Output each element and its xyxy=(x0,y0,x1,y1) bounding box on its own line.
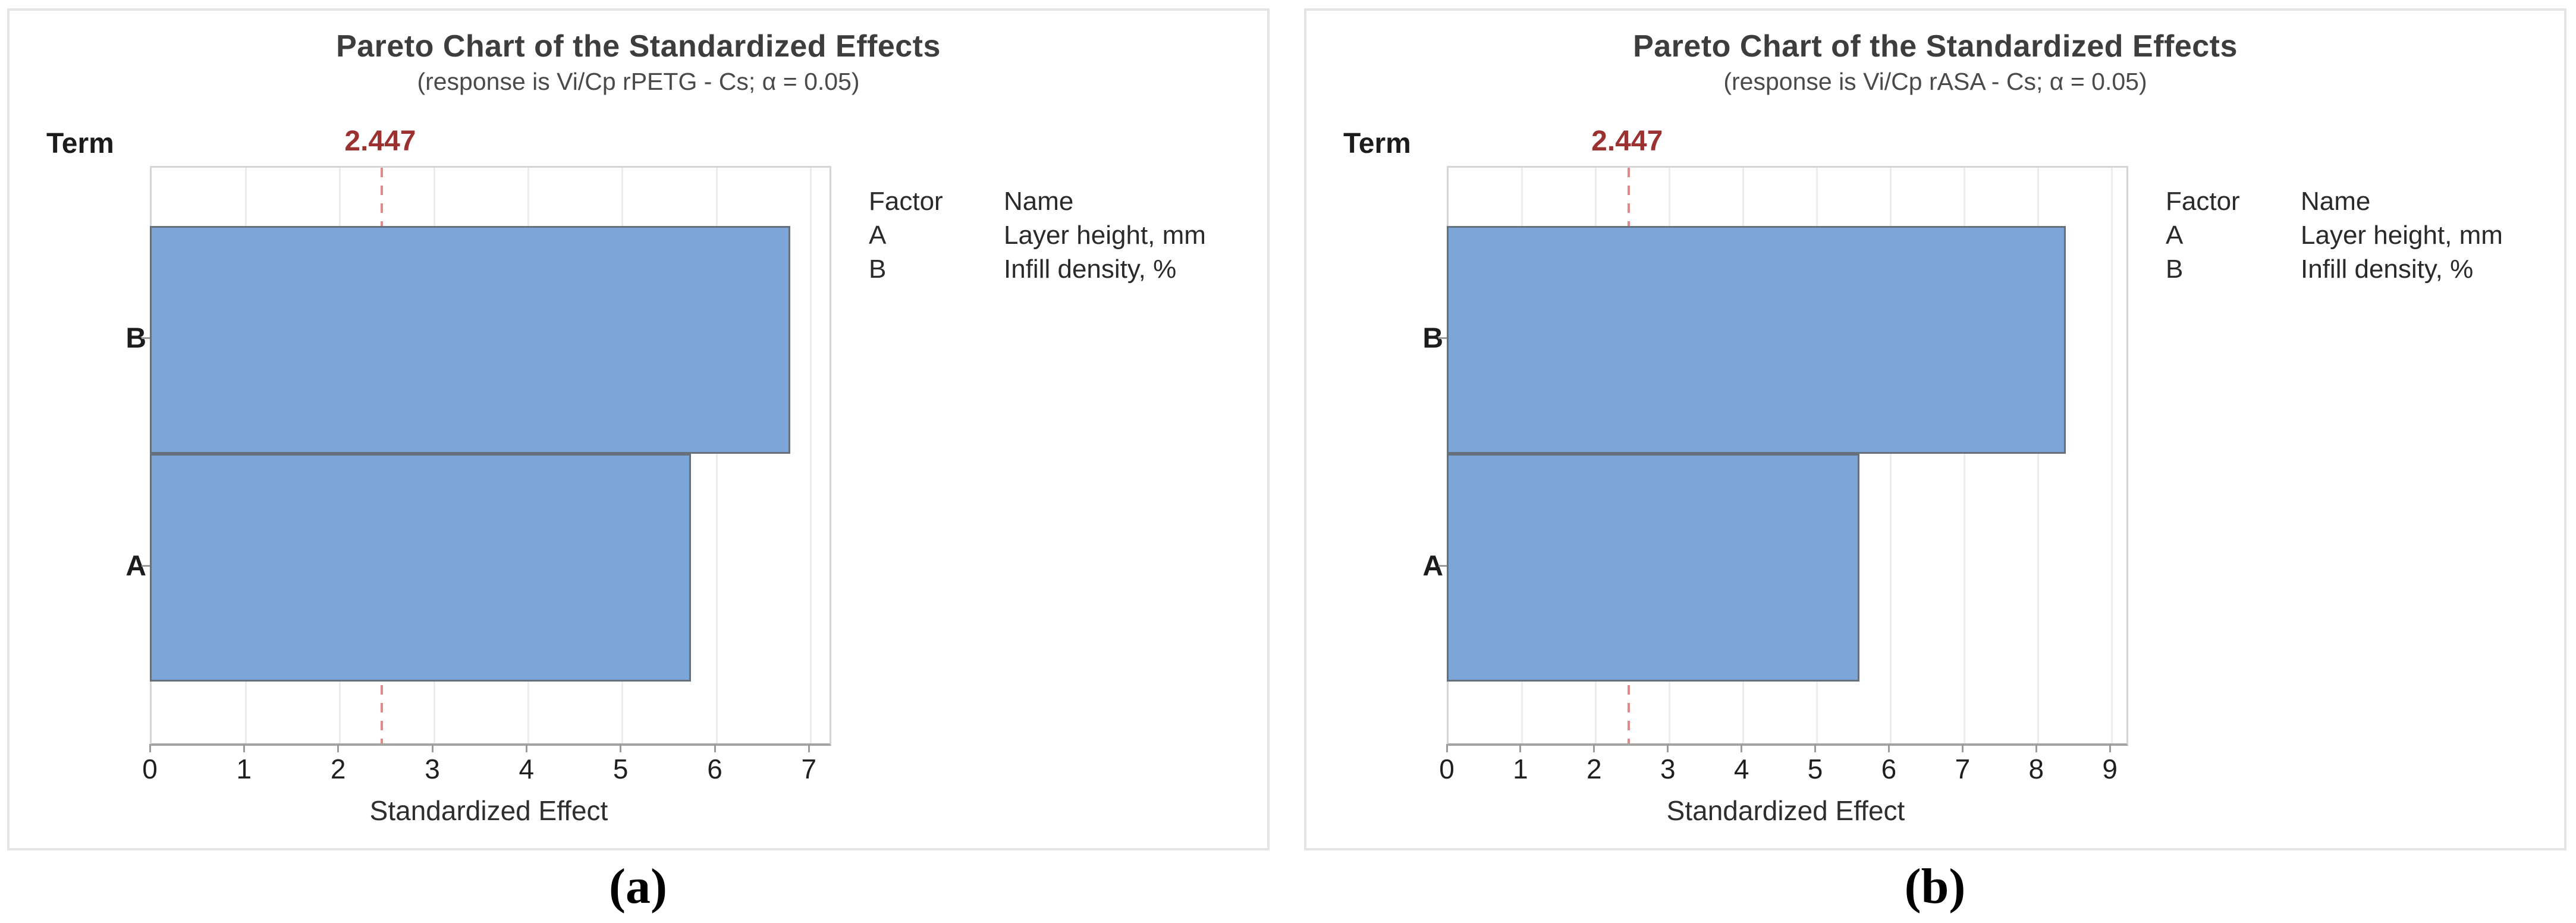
x-tick-mark xyxy=(431,744,433,752)
x-tick-mark xyxy=(620,744,622,752)
gridline xyxy=(809,168,812,743)
x-tick-label: 6 xyxy=(707,754,722,784)
legend-name-header: Name xyxy=(2301,187,2371,216)
effect-bar-A xyxy=(1447,454,1859,682)
gridline xyxy=(2037,168,2039,743)
x-tick-label: 2 xyxy=(330,754,346,784)
legend-row: B Infill density, % xyxy=(869,252,1206,286)
gridline xyxy=(1963,168,1965,743)
x-axis-title: Standardized Effect xyxy=(1666,795,1905,826)
gridline xyxy=(715,168,718,743)
effect-bar-B xyxy=(1447,226,2066,454)
y-tick-mark xyxy=(1438,565,1447,567)
factor-legend: Factor Name A Layer height, mm B Infill den… xyxy=(869,184,1206,286)
x-tick-label: 5 xyxy=(1807,754,1823,784)
x-tick-mark xyxy=(1667,744,1669,752)
pareto-chart-panel-b: Pareto Chart of the Standardized Effects… xyxy=(1304,8,2566,850)
gridline xyxy=(1889,168,1892,743)
x-tick-label: 1 xyxy=(1513,754,1528,784)
x-tick-label: 1 xyxy=(236,754,252,784)
x-tick-mark xyxy=(1741,744,1743,752)
legend-header-row: Factor Name xyxy=(2166,184,2503,218)
chart-title: Pareto Chart of the Standardized Effects xyxy=(336,29,941,64)
y-category-label: B xyxy=(125,322,146,354)
legend-factor-code: B xyxy=(2166,255,2184,284)
plot-area xyxy=(150,166,831,746)
x-tick-mark xyxy=(714,744,716,752)
effect-bar-A xyxy=(150,454,692,682)
x-tick-label: 7 xyxy=(1955,754,1971,784)
legend-row: A Layer height, mm xyxy=(869,218,1206,252)
legend-factor-code: B xyxy=(869,255,887,284)
x-tick-mark xyxy=(1814,744,1817,752)
x-tick-mark xyxy=(337,744,340,752)
effect-bar-B xyxy=(150,226,790,454)
term-axis-label: Term xyxy=(1343,128,1411,159)
legend-factor-name: Layer height, mm xyxy=(1004,221,1206,250)
gridline xyxy=(2110,168,2113,743)
chart-title: Pareto Chart of the Standardized Effects xyxy=(1633,29,2238,64)
y-category-label: A xyxy=(125,550,146,582)
legend-factor-name: Layer height, mm xyxy=(2301,221,2503,250)
x-tick-label: 0 xyxy=(142,754,158,784)
y-tick-mark xyxy=(1438,337,1447,339)
x-tick-mark xyxy=(1519,744,1522,752)
legend-factor-header: Factor xyxy=(869,187,943,216)
x-tick-label: 9 xyxy=(2102,754,2118,784)
factor-legend: Factor Name A Layer height, mm B Infill den… xyxy=(2166,184,2503,286)
x-tick-label: 2 xyxy=(1587,754,1602,784)
subfigure-caption-a: (a) xyxy=(609,859,667,914)
x-tick-mark xyxy=(2035,744,2037,752)
plot-area xyxy=(1447,166,2128,746)
x-axis-title: Standardized Effect xyxy=(369,795,608,826)
x-tick-mark xyxy=(2109,744,2111,752)
x-tick-mark xyxy=(1446,744,1448,752)
y-tick-mark xyxy=(142,337,150,339)
x-tick-mark xyxy=(243,744,245,752)
x-tick-label: 4 xyxy=(1733,754,1749,784)
legend-factor-name: Infill density, % xyxy=(1004,255,1177,284)
x-tick-mark xyxy=(1887,744,1890,752)
legend-factor-code: A xyxy=(2166,221,2184,250)
x-tick-label: 0 xyxy=(1439,754,1455,784)
legend-header-row: Factor Name xyxy=(869,184,1206,218)
x-tick-label: 4 xyxy=(519,754,535,784)
x-tick-label: 3 xyxy=(425,754,440,784)
x-tick-mark xyxy=(1961,744,1964,752)
x-tick-label: 7 xyxy=(801,754,817,784)
x-tick-label: 8 xyxy=(2028,754,2044,784)
legend-factor-header: Factor xyxy=(2166,187,2240,216)
y-tick-mark xyxy=(142,565,150,567)
x-tick-label: 6 xyxy=(1881,754,1897,784)
x-tick-label: 3 xyxy=(1660,754,1676,784)
y-category-label: A xyxy=(1422,550,1443,582)
legend-row: B Infill density, % xyxy=(2166,252,2503,286)
term-axis-label: Term xyxy=(46,128,114,159)
legend-factor-code: A xyxy=(869,221,887,250)
legend-factor-name: Infill density, % xyxy=(2301,255,2474,284)
y-category-label: B xyxy=(1422,322,1443,354)
chart-subtitle: (response is Vi/Cp rASA - Cs; α = 0.05) xyxy=(1723,68,2147,95)
x-tick-mark xyxy=(525,744,527,752)
x-tick-mark xyxy=(149,744,151,752)
legend-name-header: Name xyxy=(1004,187,1074,216)
reference-value-label: 2.447 xyxy=(1591,125,1663,157)
chart-subtitle: (response is Vi/Cp rPETG - Cs; α = 0.05) xyxy=(417,68,860,95)
legend-row: A Layer height, mm xyxy=(2166,218,2503,252)
reference-value-label: 2.447 xyxy=(344,125,416,157)
x-tick-label: 5 xyxy=(612,754,629,784)
x-tick-mark xyxy=(1593,744,1595,752)
subfigure-caption-b: (b) xyxy=(1904,859,1966,914)
x-tick-mark xyxy=(808,744,810,752)
pareto-chart-panel-a: Pareto Chart of the Standardized Effects… xyxy=(7,8,1270,850)
